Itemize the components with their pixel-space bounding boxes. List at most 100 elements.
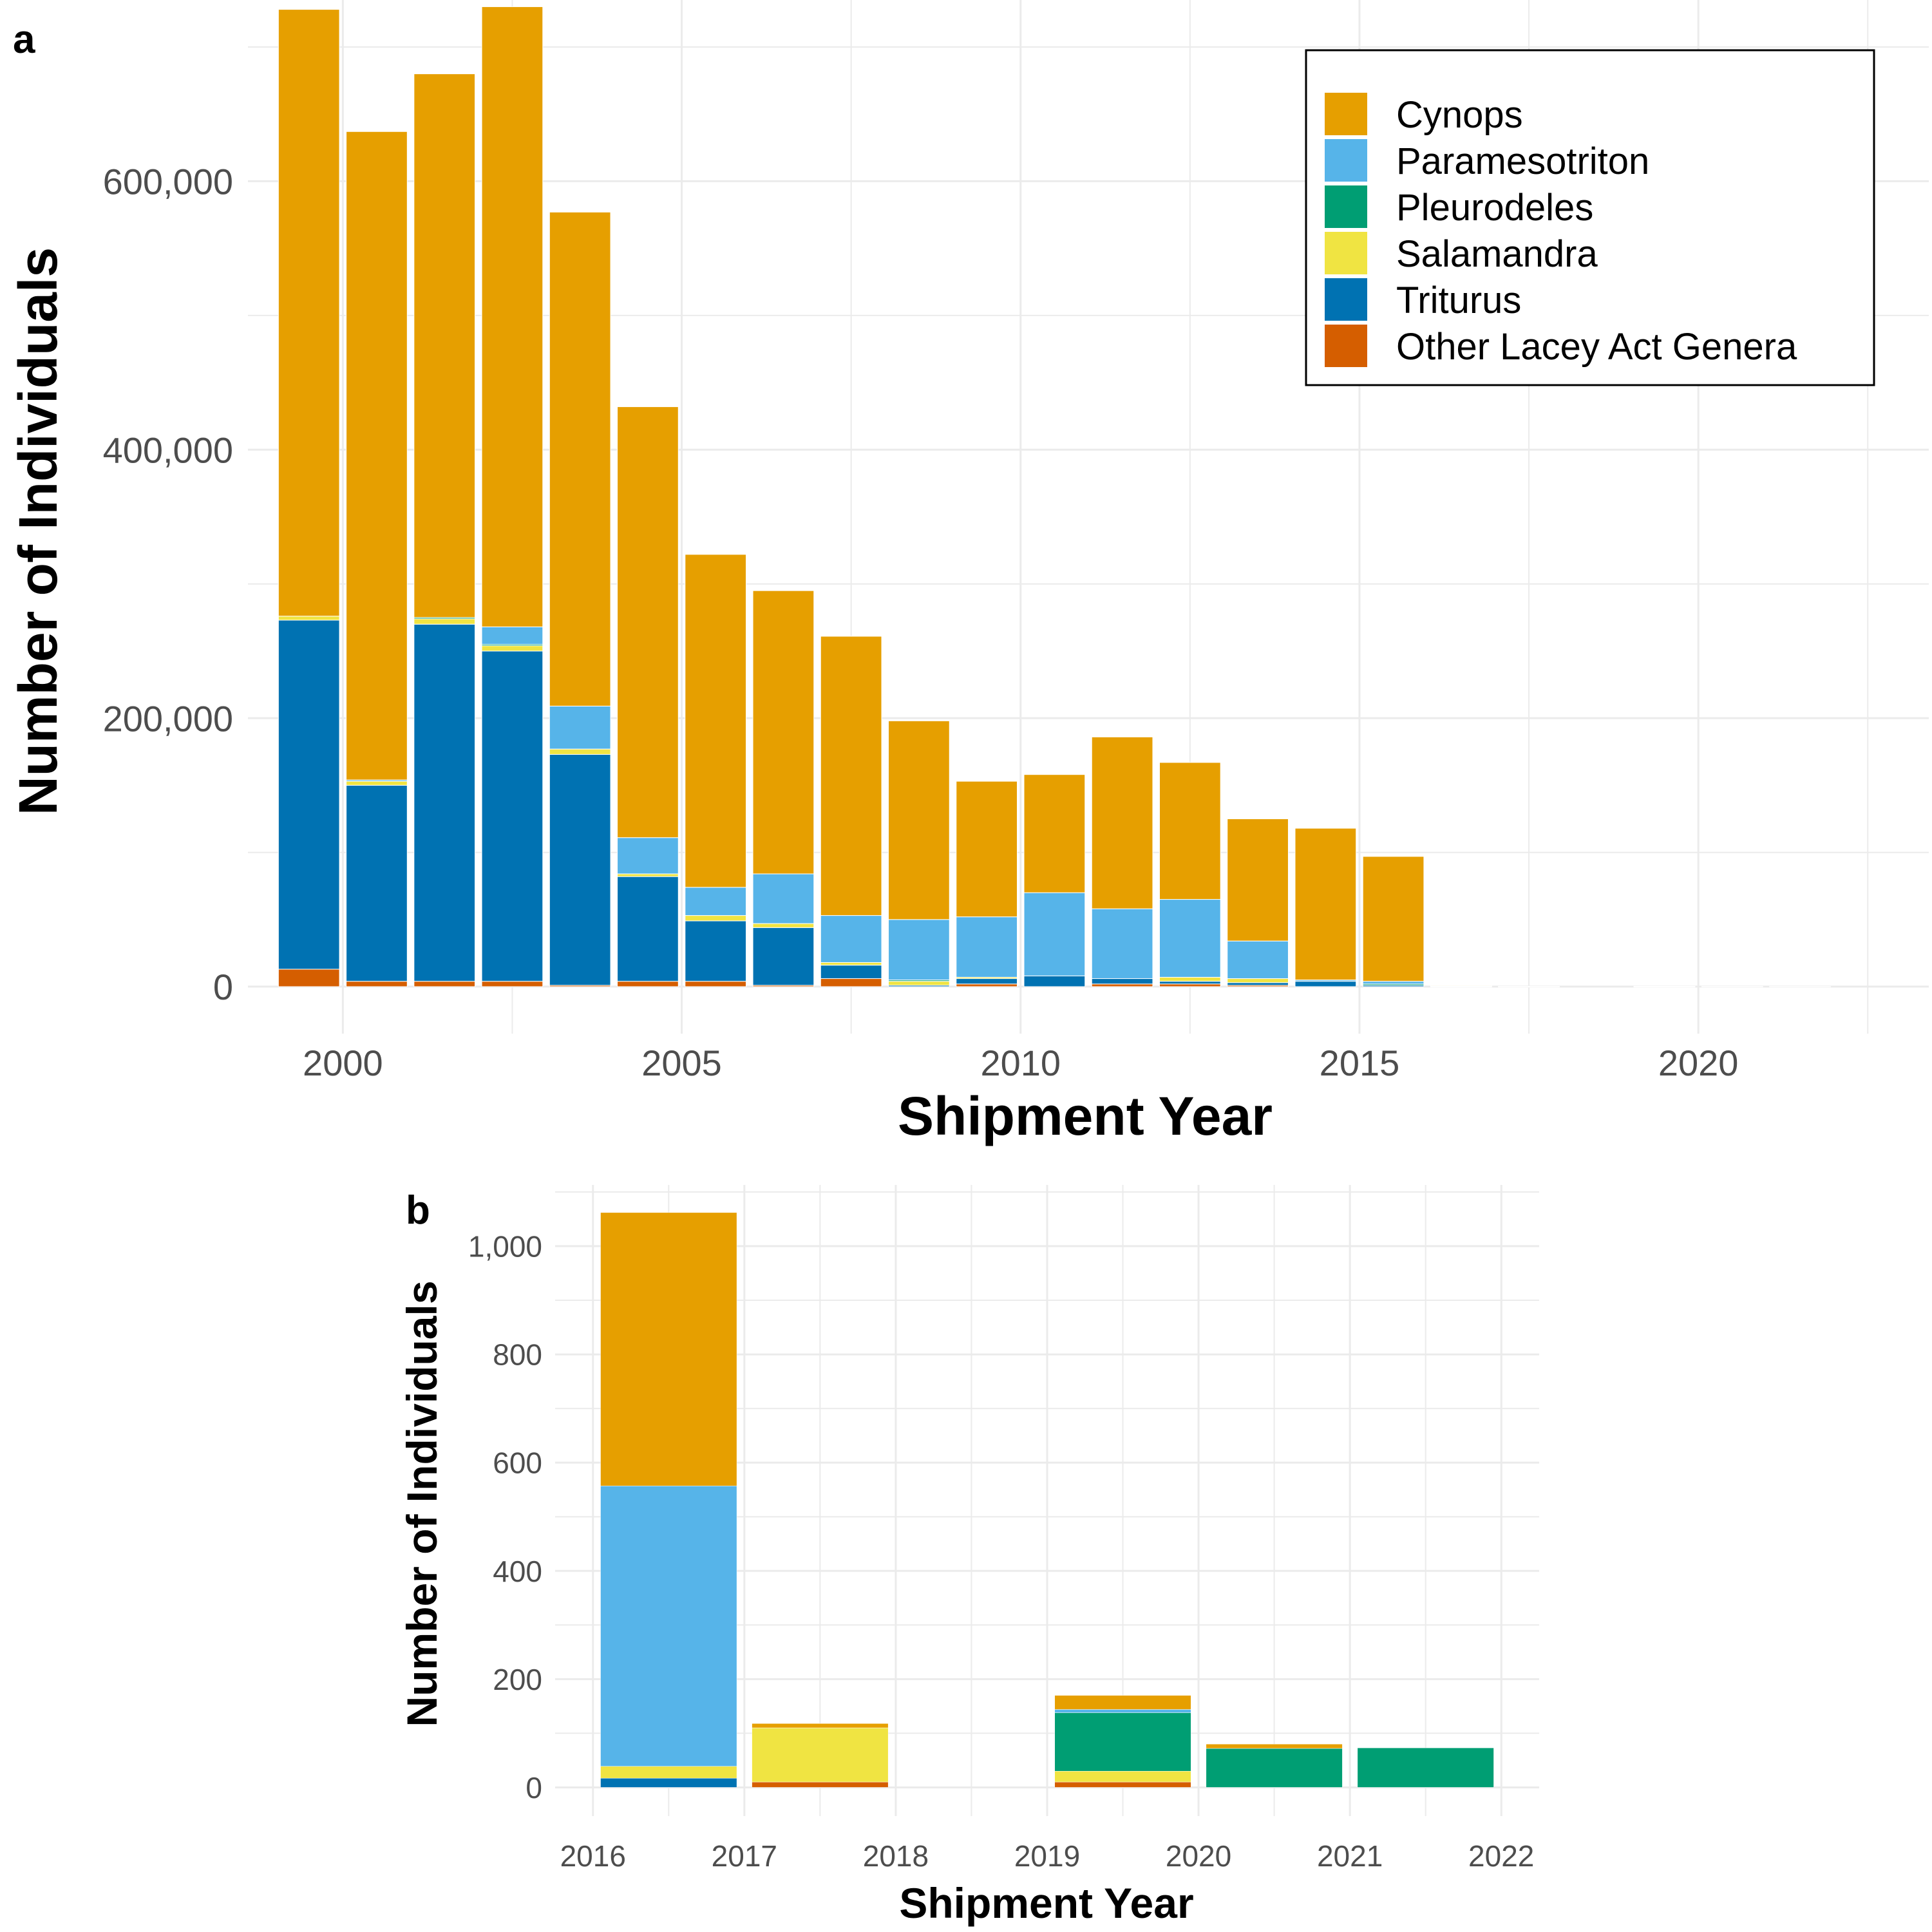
bar-segment-salamandra: [752, 923, 815, 928]
bar-segment-triturus: [1159, 981, 1221, 985]
y-tick-label: 400,000: [103, 430, 233, 470]
legend-label-paramesotriton: Paramesotriton: [1396, 140, 1649, 182]
y-tick-label: 200,000: [103, 698, 233, 739]
bar-segment-salamandra: [413, 618, 476, 625]
bar-segment-paramesotriton: [820, 915, 882, 963]
x-tick-label: 2020: [1166, 1839, 1231, 1873]
bar-segment-other: [413, 981, 476, 987]
legend-swatch-triturus: [1325, 278, 1367, 321]
panel-b-x-axis-title: Shipment Year: [899, 1879, 1193, 1927]
bar-segment-salamandra: [752, 1727, 889, 1783]
bar-segment-cynops: [278, 9, 340, 617]
bar-segment-triturus: [278, 620, 340, 970]
y-tick-label: 200: [493, 1663, 542, 1696]
bar-segment-cynops: [600, 1212, 737, 1486]
bar-segment-cynops: [346, 131, 408, 781]
x-tick-label: 2021: [1317, 1839, 1383, 1873]
bar-segment-pleurodeles: [1206, 1748, 1343, 1788]
x-tick-label: 2020: [1658, 1043, 1739, 1083]
bar-segment-paramesotriton: [1159, 899, 1221, 978]
x-tick-label: 2016: [560, 1839, 626, 1873]
bar-segment-salamandra: [1227, 978, 1289, 983]
bar-segment-triturus: [820, 965, 882, 980]
bar-segment-triturus: [600, 1777, 737, 1788]
bar-segment-cynops: [1294, 828, 1357, 981]
bar-segment-salamandra: [617, 873, 679, 877]
legend-box: [1305, 49, 1875, 386]
bar-segment-salamandra: [820, 962, 882, 966]
y-tick-label: 0: [213, 967, 233, 1007]
bar-segment-cynops: [752, 590, 815, 875]
bar-segment-triturus: [752, 927, 815, 986]
bar-segment-salamandra: [278, 616, 340, 621]
bar-segment-paramesotriton: [1054, 1709, 1191, 1713]
bar-segment-other: [1159, 983, 1221, 987]
bar-segment-other: [752, 1781, 889, 1788]
bar-segment-cynops: [820, 636, 882, 916]
x-tick-label: 2019: [1014, 1839, 1080, 1873]
panel-a-bars: [278, 6, 1831, 988]
legend-label-other: Other Lacey Act Genera: [1396, 326, 1797, 368]
bar-segment-salamandra: [346, 781, 408, 786]
panel-b-y-axis-title: Number of Individuals: [398, 1280, 446, 1727]
panel-a-x-axis-title: Shipment Year: [898, 1086, 1273, 1146]
bar-segment-cynops: [1091, 736, 1153, 909]
bar-segment-paramesotriton: [549, 705, 611, 750]
bar-segment-paramesotriton: [1091, 908, 1153, 980]
bar-segment-cynops: [956, 781, 1018, 918]
legend-swatch-cynops: [1325, 93, 1367, 135]
y-tick-label: 800: [493, 1338, 542, 1372]
bar-segment-other: [346, 981, 408, 987]
legend-label-cynops: Cynops: [1396, 94, 1523, 136]
bar-segment-cynops: [1227, 818, 1289, 942]
legend-swatch-pleurodeles: [1325, 185, 1367, 228]
bar-segment-cynops: [413, 73, 476, 618]
y-tick-label: 1,000: [468, 1230, 542, 1264]
y-tick-label: 0: [526, 1771, 542, 1804]
bar-segment-triturus: [956, 978, 1018, 985]
bar-segment-other: [617, 981, 679, 987]
bar-segment-other: [278, 969, 340, 987]
x-tick-label: 2010: [980, 1043, 1061, 1083]
panel-a-label: a: [13, 17, 35, 62]
panel-b-bars: [600, 1212, 1494, 1788]
bar-segment-paramesotriton: [600, 1486, 737, 1766]
bar-segment-cynops: [1159, 762, 1221, 900]
bar-segment-paramesotriton: [1227, 940, 1289, 980]
bar-segment-salamandra: [1159, 976, 1221, 982]
bar-segment-salamandra: [600, 1766, 737, 1779]
x-tick-label: 2022: [1468, 1839, 1534, 1873]
x-tick-label: 2005: [641, 1043, 722, 1083]
bar-segment-other: [1091, 983, 1153, 987]
bar-segment-cynops: [1023, 774, 1086, 893]
bar-segment-cynops: [481, 6, 544, 627]
bar-segment-paramesotriton: [888, 919, 950, 981]
legend-swatch-paramesotriton: [1325, 139, 1367, 182]
x-tick-label: 2017: [712, 1839, 777, 1873]
y-tick-label: 600,000: [103, 162, 233, 202]
bar-segment-triturus: [413, 623, 476, 982]
bar-segment-other: [956, 983, 1018, 987]
bar-segment-paramesotriton: [1362, 981, 1425, 985]
bar-segment-triturus: [1294, 981, 1357, 987]
legend-label-salamandra: Salamandra: [1396, 233, 1598, 275]
bar-segment-cynops: [617, 406, 679, 838]
x-tick-label: 2000: [303, 1043, 383, 1083]
panel-b-x-tick-labels: 2016 2017 2018 2019 2020 2021 2022: [560, 1839, 1535, 1873]
bar-segment-salamandra: [888, 981, 950, 986]
panel-a-y-tick-labels: 0 200,000 400,000 600,000: [103, 162, 233, 1008]
bar-segment-triturus: [1023, 975, 1086, 987]
bar-segment-other: [685, 981, 747, 987]
bar-segment-salamandra: [481, 645, 544, 652]
bar-segment-paramesotriton: [752, 873, 815, 924]
bar-segment-pleurodeles: [1357, 1747, 1494, 1788]
legend-label-pleurodeles: Pleurodeles: [1396, 187, 1593, 229]
bar-segment-other: [820, 978, 882, 987]
panel-a-y-axis-title: Number of Individuals: [8, 247, 68, 815]
bar-segment-pleurodeles: [1054, 1712, 1191, 1772]
bar-segment-triturus: [617, 876, 679, 982]
